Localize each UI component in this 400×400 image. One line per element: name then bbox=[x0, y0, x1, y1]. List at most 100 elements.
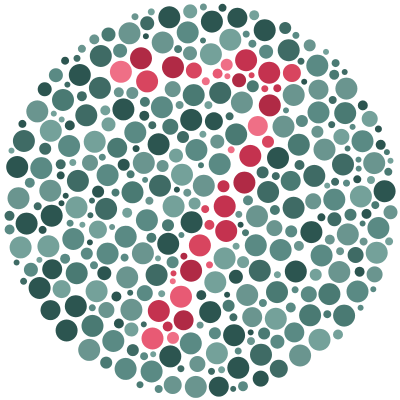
background-dot bbox=[237, 221, 244, 228]
background-dot bbox=[267, 147, 289, 169]
background-dot bbox=[82, 154, 98, 171]
background-dot bbox=[142, 33, 149, 40]
background-dot bbox=[173, 186, 180, 193]
background-dot bbox=[12, 130, 35, 152]
background-dot bbox=[151, 31, 174, 54]
background-dot bbox=[136, 381, 144, 389]
background-dot bbox=[308, 328, 331, 351]
background-dot bbox=[247, 337, 255, 346]
background-dot bbox=[86, 239, 93, 246]
background-dot bbox=[256, 166, 269, 179]
background-dot bbox=[62, 228, 85, 250]
background-dot bbox=[329, 69, 340, 80]
background-dot bbox=[140, 321, 147, 328]
figure-dot bbox=[188, 234, 211, 257]
background-dot bbox=[79, 221, 86, 228]
background-dot bbox=[323, 48, 329, 55]
background-dot bbox=[117, 158, 130, 171]
background-dot bbox=[13, 259, 20, 266]
background-dot bbox=[264, 307, 287, 330]
background-dot bbox=[253, 19, 276, 42]
background-dot bbox=[199, 3, 207, 11]
background-dot bbox=[192, 174, 215, 197]
background-dot bbox=[154, 385, 163, 393]
background-dot bbox=[225, 112, 234, 121]
background-dot bbox=[375, 139, 386, 150]
background-dot bbox=[126, 344, 139, 357]
background-dot bbox=[90, 261, 98, 270]
background-dot bbox=[140, 16, 155, 31]
background-dot bbox=[111, 291, 122, 302]
background-dot bbox=[311, 125, 324, 138]
background-dot bbox=[246, 205, 268, 228]
background-dot bbox=[40, 300, 61, 321]
background-dot bbox=[295, 115, 308, 127]
background-dot bbox=[366, 266, 383, 283]
figure-dot bbox=[170, 270, 177, 277]
background-dot bbox=[76, 91, 87, 102]
background-dot bbox=[305, 193, 322, 210]
figure-dot bbox=[180, 259, 203, 282]
background-dot bbox=[147, 133, 170, 156]
background-dot bbox=[199, 43, 222, 66]
background-dot bbox=[324, 234, 335, 245]
background-dot bbox=[4, 210, 15, 221]
figure-dot bbox=[232, 73, 247, 88]
background-dot bbox=[175, 101, 184, 109]
background-dot bbox=[126, 170, 135, 179]
figure-dot bbox=[201, 77, 210, 86]
background-dot bbox=[363, 152, 386, 175]
background-dot bbox=[218, 3, 227, 12]
background-dot bbox=[149, 174, 171, 197]
background-dot bbox=[87, 212, 94, 219]
background-dot bbox=[4, 224, 15, 235]
background-dot bbox=[346, 280, 369, 303]
background-dot bbox=[121, 181, 144, 204]
background-dot bbox=[180, 211, 203, 234]
figure-dot bbox=[235, 49, 258, 72]
background-dot bbox=[145, 196, 154, 205]
background-dot bbox=[223, 324, 246, 347]
background-dot bbox=[159, 345, 182, 368]
background-dot bbox=[98, 302, 115, 318]
figure-dot bbox=[217, 180, 230, 193]
background-dot bbox=[146, 232, 157, 243]
background-dot bbox=[282, 196, 305, 219]
figure-dot bbox=[247, 116, 268, 136]
figure-dot bbox=[261, 85, 269, 93]
background-dot bbox=[349, 185, 372, 208]
background-dot bbox=[272, 115, 295, 138]
figure-dot bbox=[239, 144, 262, 167]
background-dot bbox=[127, 289, 134, 296]
background-dot bbox=[349, 123, 356, 130]
figure-dot bbox=[136, 70, 159, 93]
background-dot bbox=[219, 28, 242, 51]
background-dot bbox=[247, 329, 254, 336]
background-dot bbox=[205, 342, 228, 365]
background-dot bbox=[188, 197, 201, 210]
background-dot bbox=[135, 209, 158, 232]
background-dot bbox=[269, 239, 292, 261]
background-dot bbox=[200, 10, 223, 33]
background-dot bbox=[88, 76, 111, 99]
background-dot bbox=[198, 162, 204, 169]
background-dot bbox=[343, 179, 350, 187]
background-dot bbox=[228, 269, 243, 284]
background-dot bbox=[85, 280, 108, 303]
background-dot bbox=[55, 159, 66, 170]
background-dot bbox=[230, 91, 253, 114]
background-dot bbox=[28, 277, 51, 299]
background-dot bbox=[258, 299, 267, 307]
background-dot bbox=[341, 69, 348, 75]
background-dot bbox=[52, 280, 71, 299]
background-dot bbox=[208, 153, 231, 176]
background-dot bbox=[293, 240, 304, 251]
background-dot bbox=[68, 64, 91, 86]
background-dot bbox=[8, 147, 15, 154]
background-dot bbox=[374, 125, 382, 133]
background-dot bbox=[148, 121, 157, 130]
background-dot bbox=[303, 164, 326, 187]
background-dot bbox=[283, 107, 289, 114]
background-dot bbox=[96, 164, 119, 187]
